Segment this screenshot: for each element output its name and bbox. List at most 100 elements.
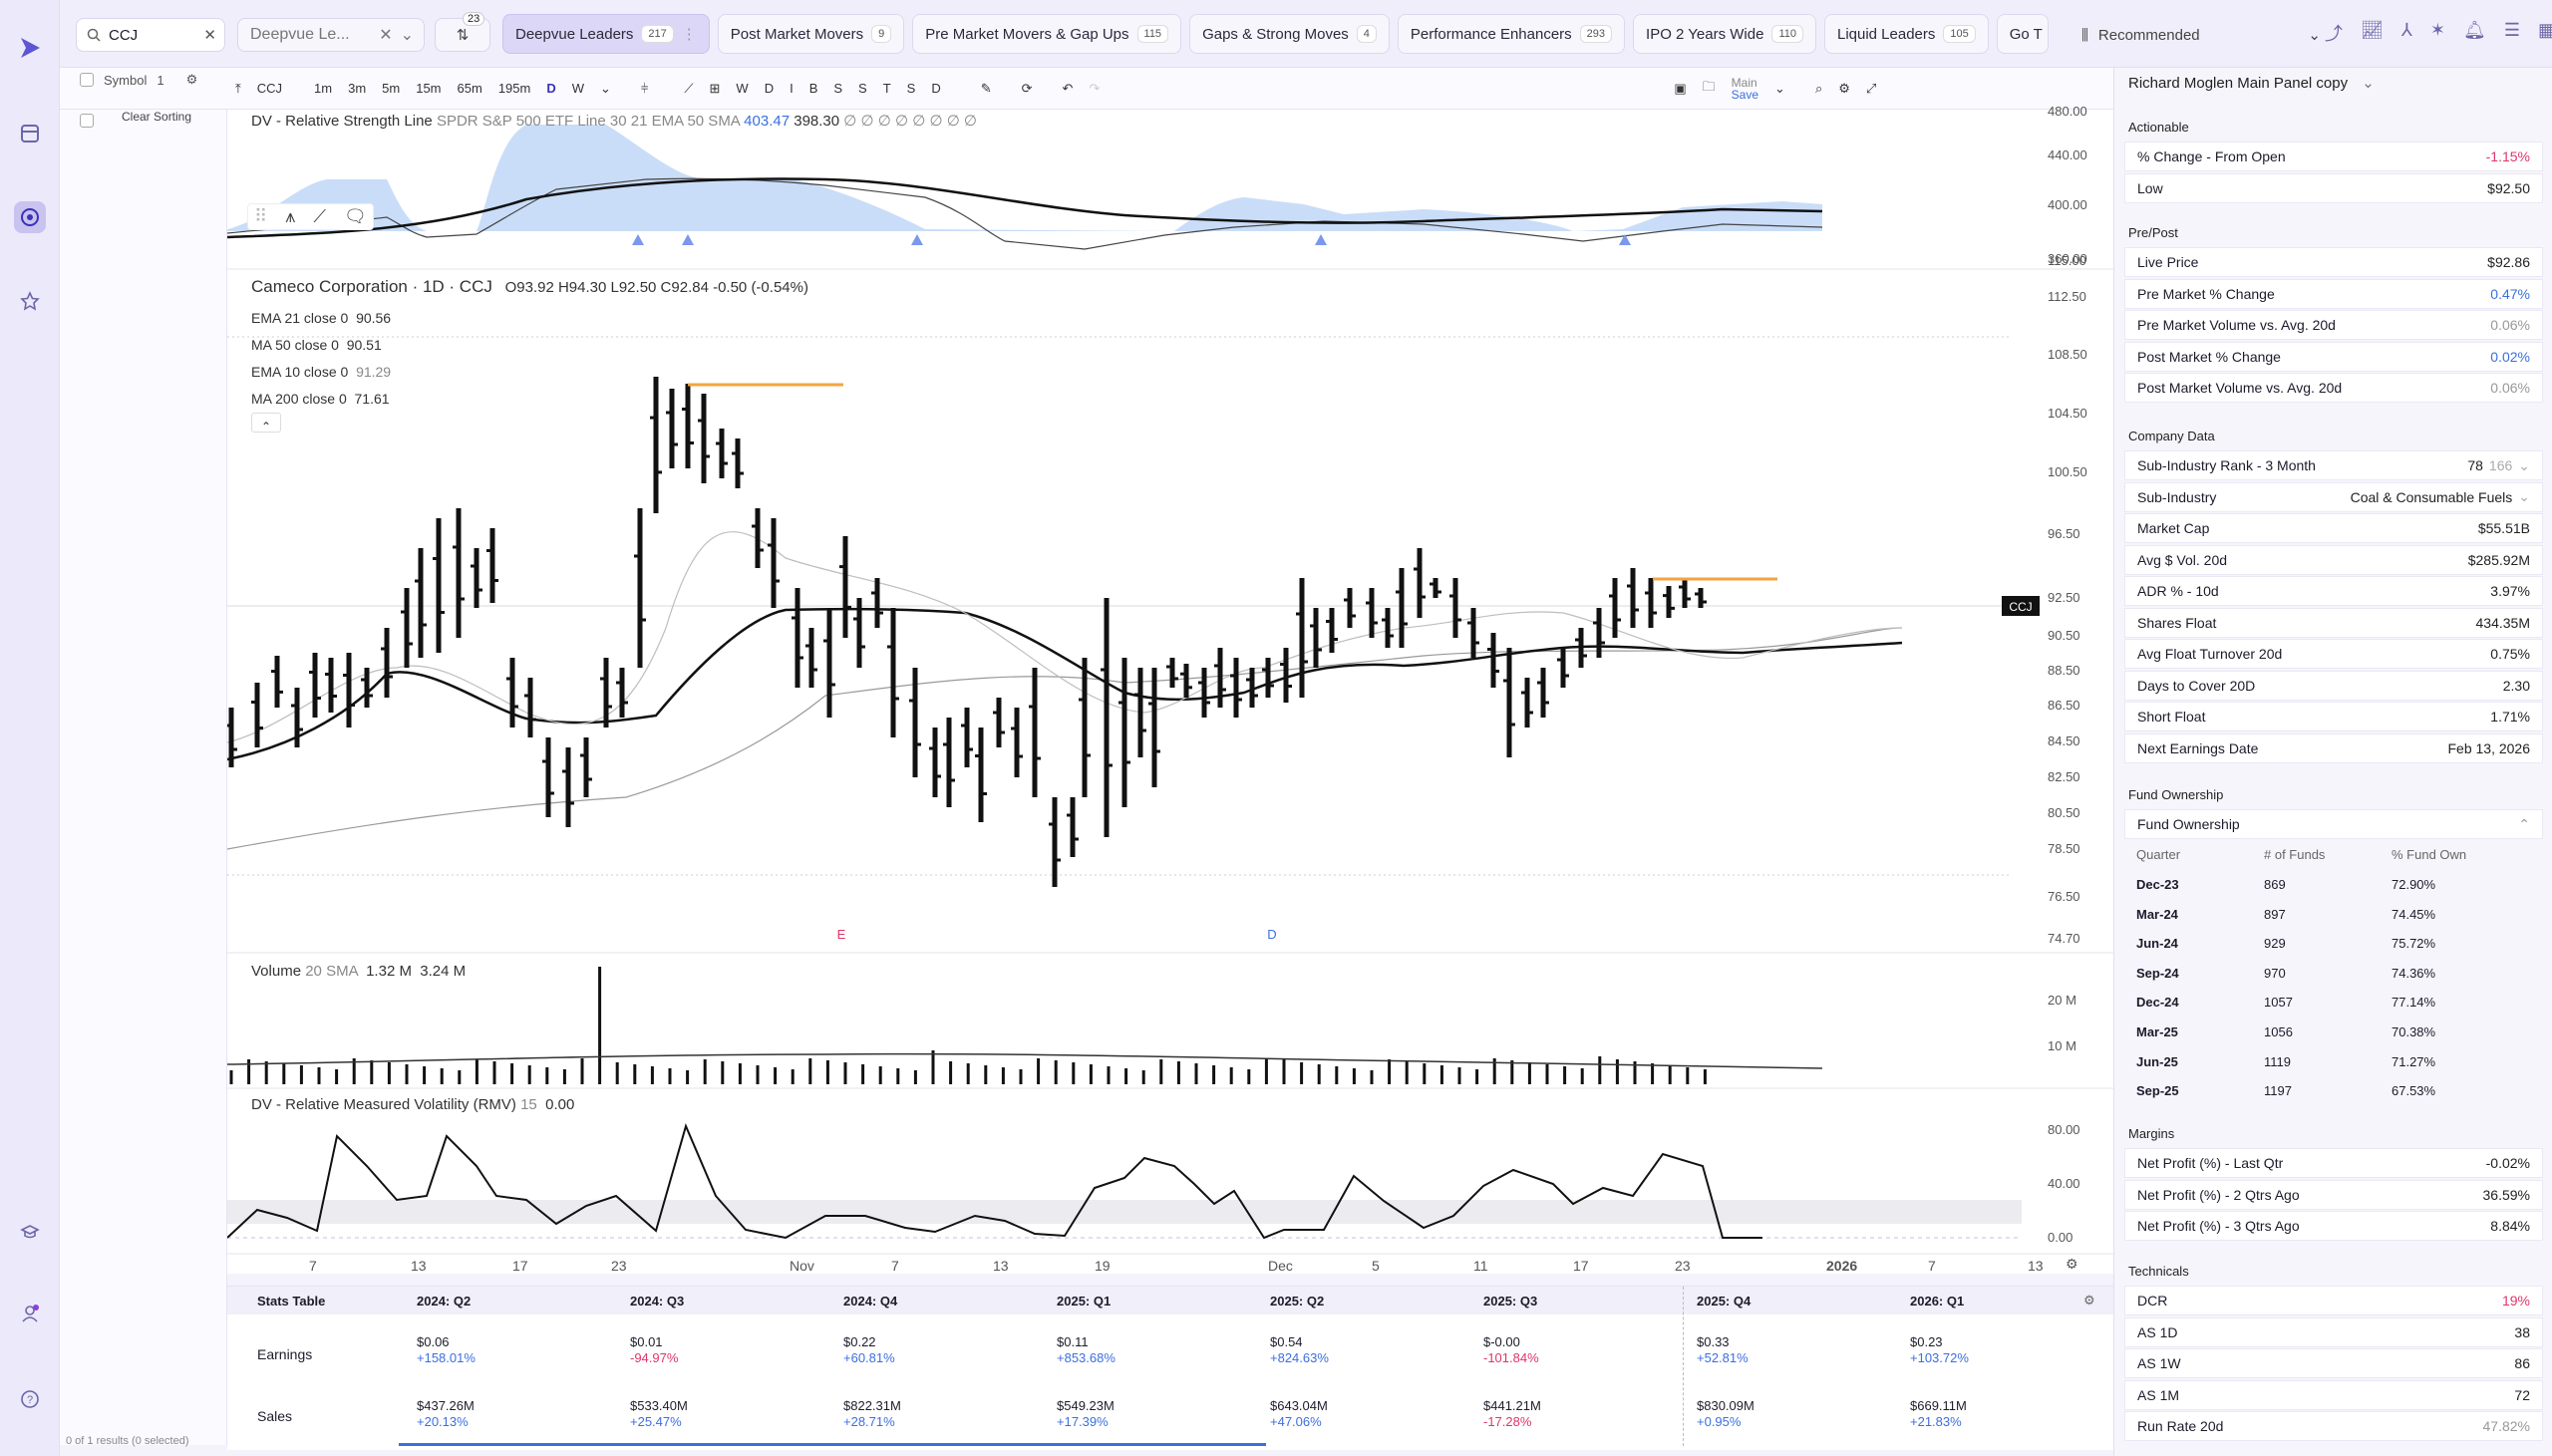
- redo-icon[interactable]: ↷: [1089, 80, 1101, 96]
- interval-1m[interactable]: 1m: [314, 81, 333, 96]
- panel-row[interactable]: ADR % - 10d 3.97%: [2124, 576, 2543, 606]
- chevron-down-icon[interactable]: ⌄: [2518, 488, 2530, 504]
- chart-icon[interactable]: 📈︎: [2361, 20, 2384, 40]
- tb-letter[interactable]: S: [833, 81, 843, 96]
- interval-5m[interactable]: 5m: [382, 81, 401, 96]
- interval-195m[interactable]: 195m: [497, 81, 531, 96]
- stats-scrollbar[interactable]: [399, 1443, 1266, 1446]
- line-tool-icon[interactable]: ⟋: [313, 206, 326, 226]
- symbol-column-label[interactable]: Symbol: [104, 72, 148, 88]
- symbol-search[interactable]: CCJ ✕: [76, 18, 225, 52]
- interval-65m[interactable]: 65m: [457, 81, 482, 96]
- screen-tab[interactable]: Go T: [1996, 14, 2049, 54]
- eraser-icon[interactable]: ✎: [980, 80, 992, 96]
- chart-area[interactable]: E D CCJ 480.00 440.00 400.00 360.00 115.00 11…: [227, 104, 2113, 1274]
- compare-icon[interactable]: ⅄: [2400, 20, 2412, 40]
- layout-save[interactable]: Main Save: [1724, 77, 1766, 101]
- upload-icon[interactable]: ⤒: [235, 80, 241, 96]
- panel-row[interactable]: Net Profit (%) - 2 Qtrs Ago 36.59%: [2124, 1179, 2543, 1210]
- ma50-legend[interactable]: MA 50 close 0 90.51: [251, 332, 391, 359]
- panel-row[interactable]: Net Profit (%) - Last Qtr -0.02%: [2124, 1148, 2543, 1178]
- panel-row[interactable]: Post Market % Change 0.02%: [2124, 341, 2543, 372]
- zoom-icon[interactable]: ⌕: [1814, 80, 1823, 96]
- list-view-icon[interactable]: ☰: [2503, 20, 2520, 40]
- tb-letter[interactable]: I: [790, 81, 794, 96]
- share-icon[interactable]: ⤴: [2325, 24, 2343, 44]
- ma200-legend[interactable]: MA 200 close 0 71.61: [251, 386, 391, 413]
- chevron-down-icon[interactable]: ⌄: [1774, 80, 1785, 96]
- ema10-legend[interactable]: EMA 10 close 0 91.29: [251, 359, 391, 386]
- panel-row[interactable]: Low $92.50: [2124, 172, 2543, 203]
- tb-letter[interactable]: B: [808, 81, 818, 96]
- tb-letter[interactable]: S: [858, 81, 867, 96]
- ema21-legend[interactable]: EMA 21 close 0 90.56: [251, 305, 391, 332]
- fullscreen-icon[interactable]: ⤢: [1865, 80, 1877, 96]
- screen-tab[interactable]: Performance Enhancers 293: [1397, 14, 1626, 54]
- column-settings-icon[interactable]: ⚙: [185, 72, 198, 87]
- panel-row[interactable]: % Change - From Open -1.15%: [2124, 142, 2543, 171]
- layout-select[interactable]: ⫼ Recommended ⌄: [2081, 18, 2321, 52]
- watchlist-select[interactable]: Deepvue Le... ✕ ⌄: [237, 18, 425, 52]
- chevron-down-icon[interactable]: ⌄: [2518, 456, 2530, 473]
- tb-letter[interactable]: D: [764, 81, 775, 96]
- dashboard-icon[interactable]: [14, 118, 46, 149]
- comment-icon[interactable]: 🗨︎: [343, 206, 367, 226]
- spark-icon[interactable]: ✶: [2429, 20, 2445, 40]
- tb-letter[interactable]: T: [882, 81, 891, 96]
- interval-w[interactable]: W: [571, 81, 585, 96]
- panel-title[interactable]: Richard Moglen Main Panel copy ⌄: [2128, 74, 2375, 92]
- panel-row[interactable]: Sub-Industry Rank - 3 Month 78 166 ⌄: [2124, 450, 2543, 480]
- layout-grid-icon[interactable]: ⊞: [709, 80, 721, 96]
- settings-icon[interactable]: ⚙: [1838, 80, 1850, 96]
- template-icon[interactable]: ▣: [1674, 80, 1687, 96]
- chevron-down-icon[interactable]: ⌄: [600, 80, 611, 96]
- panel-row[interactable]: Live Price $92.86: [2124, 247, 2543, 277]
- tb-letter[interactable]: W: [736, 81, 749, 96]
- toolbar-symbol[interactable]: CCJ: [256, 81, 283, 96]
- chevron-up-icon[interactable]: ⌃: [2518, 815, 2530, 832]
- screen-tab[interactable]: Deepvue Leaders 217 ⋮: [502, 14, 710, 54]
- panel-row[interactable]: Next Earnings Date Feb 13, 2026: [2124, 732, 2543, 763]
- refresh-icon[interactable]: ⟳: [1021, 80, 1033, 96]
- star-icon[interactable]: [14, 285, 46, 317]
- earnings-marker[interactable]: E: [837, 927, 846, 942]
- panel-row[interactable]: Market Cap $55.51B: [2124, 513, 2543, 543]
- dividend-marker[interactable]: D: [1267, 927, 1276, 942]
- clear-search-icon[interactable]: ✕: [203, 27, 216, 44]
- stats-settings-icon[interactable]: ⚙: [2083, 1293, 2095, 1308]
- panel-row[interactable]: Post Market Volume vs. Avg. 20d 0.06%: [2124, 373, 2543, 403]
- user-icon[interactable]: [14, 1298, 46, 1329]
- screen-tab[interactable]: Gaps & Strong Moves 4: [1189, 14, 1390, 54]
- help-icon[interactable]: ?: [14, 1383, 46, 1415]
- education-icon[interactable]: [14, 1216, 46, 1248]
- bell-icon[interactable]: 🔔︎: [2462, 20, 2486, 40]
- folder-icon[interactable]: 🗀︎: [1702, 78, 1716, 94]
- fund-ownership-toggle[interactable]: Fund Ownership ⌃: [2124, 809, 2543, 839]
- panel-row[interactable]: AS 1M 72: [2124, 1379, 2543, 1410]
- time-settings-icon[interactable]: ⚙: [2066, 1256, 2078, 1272]
- panel-row[interactable]: AS 1W 86: [2124, 1348, 2543, 1378]
- collapse-legend-icon[interactable]: ⌃: [251, 413, 281, 434]
- panel-row[interactable]: AS 1D 38: [2124, 1316, 2543, 1347]
- panel-row[interactable]: Run Rate 20d 47.82%: [2124, 1411, 2543, 1441]
- tab-menu-icon[interactable]: ⋮: [681, 26, 697, 43]
- select-all-checkbox[interactable]: [80, 73, 94, 87]
- radar-icon[interactable]: [14, 201, 46, 233]
- clear-sorting[interactable]: Clear Sorting: [122, 110, 192, 124]
- search-input[interactable]: CCJ: [109, 26, 139, 44]
- tb-letter[interactable]: S: [906, 81, 916, 96]
- panel-row[interactable]: Short Float 1.71%: [2124, 702, 2543, 731]
- panel-row[interactable]: Avg $ Vol. 20d $285.92M: [2124, 544, 2543, 575]
- chevron-down-icon[interactable]: ⌄: [400, 27, 414, 44]
- clear-watchlist-icon[interactable]: ✕: [379, 27, 393, 44]
- grid-view-icon[interactable]: ▦: [2537, 20, 2552, 40]
- panel-row[interactable]: Shares Float 434.35M: [2124, 607, 2543, 638]
- draw-icon[interactable]: ⟋: [684, 80, 694, 96]
- indicator-icon[interactable]: ⫩: [640, 80, 649, 96]
- interval-3m[interactable]: 3m: [348, 81, 367, 96]
- panel-row[interactable]: Pre Market Volume vs. Avg. 20d 0.06%: [2124, 310, 2543, 340]
- panel-row[interactable]: Net Profit (%) - 3 Qtrs Ago 8.84%: [2124, 1211, 2543, 1241]
- panel-row[interactable]: Sub-Industry Coal & Consumable Fuels ⌄: [2124, 481, 2543, 512]
- panel-row[interactable]: Days to Cover 20D 2.30: [2124, 670, 2543, 701]
- screen-tab[interactable]: Pre Market Movers & Gap Ups 115: [912, 14, 1182, 54]
